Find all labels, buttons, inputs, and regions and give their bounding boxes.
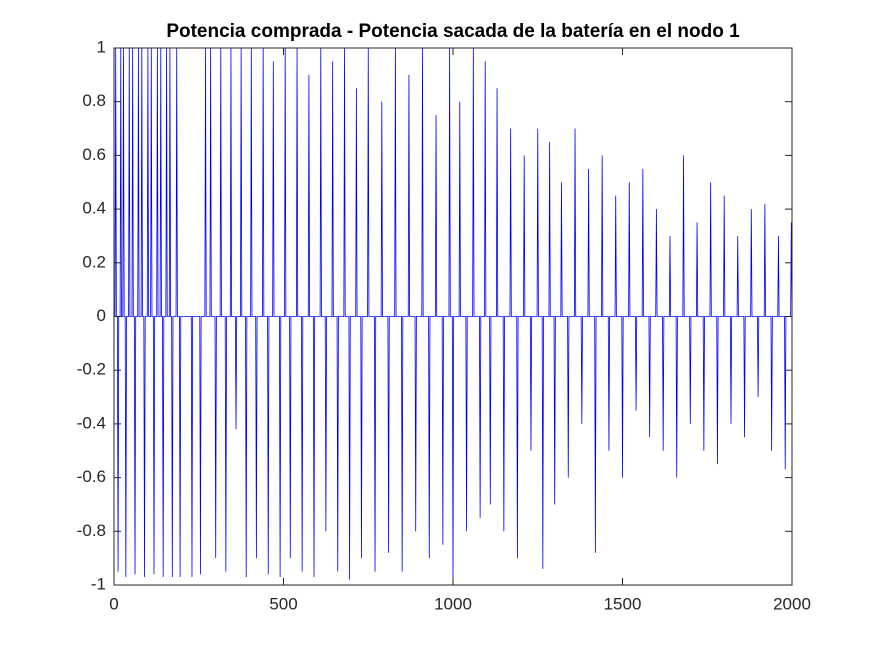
y-tick-label: -0.2 <box>77 360 106 379</box>
x-tick-label: 500 <box>269 594 297 613</box>
x-tick-label: 2000 <box>773 594 811 613</box>
y-tick-label: 0.6 <box>82 145 106 164</box>
x-tick-label: 1500 <box>604 594 642 613</box>
y-tick-label: 0 <box>97 306 106 325</box>
y-tick-label: 1 <box>97 37 106 56</box>
y-tick-label: 0.8 <box>82 91 106 110</box>
data-line <box>114 48 792 585</box>
x-tick-label: 0 <box>109 594 118 613</box>
y-tick-label: 0.2 <box>82 252 106 271</box>
y-tick-label: -0.4 <box>77 413 106 432</box>
y-tick-label: -0.8 <box>77 521 106 540</box>
chart-title: Potencia comprada - Potencia sacada de l… <box>166 21 740 42</box>
y-tick-label: -0.6 <box>77 467 106 486</box>
y-tick-label: 0.4 <box>82 199 106 218</box>
x-tick-label: 1000 <box>434 594 472 613</box>
y-tick-label: -1 <box>91 574 106 593</box>
